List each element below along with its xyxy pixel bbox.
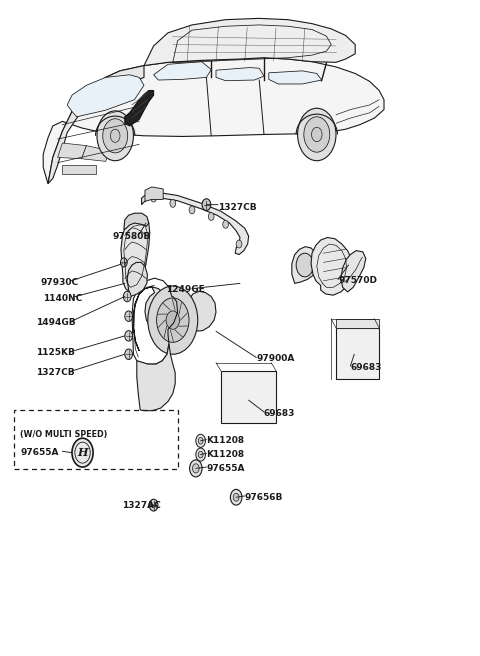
Polygon shape (48, 66, 144, 184)
Circle shape (233, 493, 239, 501)
Text: 97656B: 97656B (245, 493, 283, 502)
Text: H: H (77, 447, 88, 458)
Text: 97930C: 97930C (41, 277, 79, 287)
Polygon shape (137, 344, 175, 411)
Text: 97655A: 97655A (206, 464, 245, 473)
Polygon shape (127, 262, 147, 297)
Circle shape (156, 298, 189, 342)
Circle shape (125, 331, 132, 341)
Text: K11208: K11208 (206, 436, 244, 445)
Text: 69683: 69683 (350, 363, 382, 372)
Polygon shape (124, 213, 149, 230)
Circle shape (192, 464, 199, 473)
Polygon shape (269, 71, 322, 84)
Text: 69683: 69683 (264, 409, 295, 418)
Circle shape (198, 451, 203, 458)
Polygon shape (341, 251, 366, 292)
Polygon shape (82, 146, 110, 161)
Circle shape (149, 499, 158, 511)
Circle shape (312, 127, 322, 142)
Text: (W/O MULTI SPEED): (W/O MULTI SPEED) (20, 430, 108, 440)
Polygon shape (216, 68, 264, 81)
Text: 1125KB: 1125KB (36, 348, 75, 358)
Circle shape (120, 258, 127, 267)
Text: 1140NC: 1140NC (43, 294, 83, 303)
Circle shape (230, 489, 242, 505)
Circle shape (151, 194, 156, 202)
Circle shape (196, 434, 205, 447)
Polygon shape (145, 187, 163, 201)
Polygon shape (125, 91, 154, 126)
Polygon shape (62, 165, 96, 174)
Circle shape (236, 240, 242, 248)
Polygon shape (144, 18, 355, 66)
Text: 97570D: 97570D (338, 276, 377, 285)
Circle shape (296, 253, 313, 277)
Circle shape (202, 199, 211, 211)
Polygon shape (43, 58, 384, 184)
Circle shape (304, 117, 330, 152)
Polygon shape (292, 247, 318, 283)
Polygon shape (67, 75, 144, 117)
Circle shape (123, 291, 131, 302)
Circle shape (125, 349, 132, 359)
Circle shape (223, 220, 228, 228)
Circle shape (103, 119, 128, 153)
Polygon shape (58, 143, 86, 159)
Circle shape (166, 311, 180, 329)
Text: 1327AC: 1327AC (122, 501, 161, 510)
Text: 97900A: 97900A (257, 354, 295, 363)
Text: K11208: K11208 (206, 450, 244, 459)
Circle shape (97, 111, 133, 161)
Polygon shape (336, 319, 379, 328)
Polygon shape (336, 328, 379, 379)
Circle shape (298, 108, 336, 161)
Text: 1494GB: 1494GB (36, 318, 76, 327)
Circle shape (198, 438, 203, 444)
Polygon shape (311, 237, 353, 295)
Circle shape (208, 213, 214, 220)
Circle shape (189, 206, 195, 214)
Circle shape (125, 311, 132, 321)
Text: 1327CB: 1327CB (36, 368, 74, 377)
Polygon shape (221, 371, 276, 423)
Text: 97655A: 97655A (20, 448, 59, 457)
Circle shape (110, 129, 120, 142)
Text: 97580B: 97580B (113, 232, 151, 241)
Circle shape (190, 460, 202, 477)
Text: 1327CB: 1327CB (218, 203, 257, 212)
Circle shape (170, 199, 176, 207)
Circle shape (148, 286, 198, 354)
Text: 1249GE: 1249GE (166, 285, 204, 295)
Circle shape (72, 438, 93, 467)
Polygon shape (133, 287, 216, 351)
Polygon shape (154, 62, 211, 80)
Circle shape (196, 448, 205, 461)
Polygon shape (121, 218, 150, 293)
Polygon shape (142, 193, 249, 255)
